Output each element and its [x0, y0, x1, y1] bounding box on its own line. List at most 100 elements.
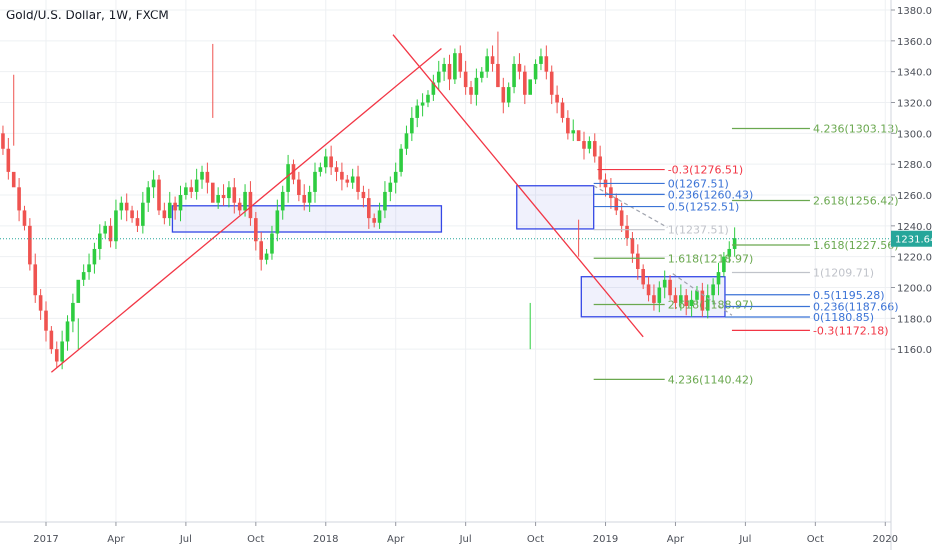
candle-body — [334, 167, 339, 172]
candle-body — [646, 284, 651, 296]
price-tag-label: 1231.64 — [895, 235, 932, 246]
candle-body — [146, 187, 151, 203]
y-tick-label: 1360.00 — [897, 37, 932, 48]
candle-body — [28, 225, 32, 265]
candles — [1, 31, 737, 370]
fib-label: 4.236(1303.13) — [813, 123, 899, 136]
candle-body — [221, 195, 226, 199]
candle-body — [340, 171, 344, 180]
grid — [0, 0, 891, 522]
candle-body — [716, 272, 721, 285]
candle-body — [173, 202, 177, 211]
y-tick-label: 1280.00 — [897, 160, 932, 171]
candle-body — [81, 272, 86, 280]
candle-body — [501, 87, 506, 103]
candle-body — [598, 156, 602, 180]
zone-upper — [516, 185, 595, 230]
x-tick-label: Jul — [179, 534, 192, 545]
y-tick-label: 1320.00 — [897, 99, 932, 110]
candle-body — [286, 164, 290, 192]
candle-body — [227, 187, 231, 199]
x-tick-label: Oct — [807, 534, 824, 545]
candle-body — [270, 233, 274, 254]
x-tick-label: Jul — [738, 534, 751, 545]
candle-body — [248, 191, 253, 219]
candle-body — [587, 141, 592, 149]
candle-body — [361, 191, 366, 199]
y-tick-label: 1260.00 — [897, 191, 932, 202]
candle-body — [33, 264, 38, 296]
candle-body — [323, 156, 328, 168]
y-tick-label: 1300.00 — [897, 129, 932, 140]
candle-body — [44, 310, 48, 331]
candle-body — [259, 241, 263, 260]
y-tick-label: 1340.00 — [897, 68, 932, 79]
candle-body — [329, 156, 333, 168]
candle-body — [178, 195, 183, 211]
candle-body — [184, 187, 188, 196]
candle-body — [512, 63, 516, 88]
candle-body — [630, 238, 635, 254]
candle-body — [679, 295, 683, 303]
candle-body — [544, 56, 549, 72]
fib-label: 1(1237.51) — [668, 224, 729, 237]
candle-body — [474, 77, 479, 95]
x-tick-label: Oct — [527, 534, 544, 545]
candle-body — [11, 171, 16, 188]
candle-body — [490, 56, 495, 64]
candle-body — [722, 256, 726, 273]
candle-body — [652, 295, 656, 303]
candle-body — [87, 264, 91, 273]
candle-body — [157, 179, 161, 211]
candle-body — [22, 210, 27, 226]
candle-body — [6, 148, 11, 172]
candle-body — [496, 63, 500, 88]
candle-body — [700, 290, 705, 311]
candle-body — [404, 133, 409, 149]
x-tick-label: Apr — [107, 534, 125, 545]
candle-body — [533, 63, 538, 80]
candle-body — [307, 191, 312, 203]
candle-body — [71, 302, 75, 322]
resistance-trendline — [392, 34, 644, 338]
candle-body — [388, 182, 393, 192]
candle-body — [625, 225, 629, 239]
candle-body — [447, 63, 452, 80]
candle-body — [345, 179, 350, 183]
candle-body — [695, 290, 699, 300]
candle-body — [318, 167, 323, 172]
candle-body — [200, 171, 204, 180]
candle-body — [383, 191, 387, 211]
y-tick-label: 1200.00 — [897, 284, 932, 295]
candle-body — [528, 79, 532, 95]
candle-body — [523, 71, 527, 95]
dashed-projection-lower — [672, 273, 733, 316]
candle-body — [657, 287, 662, 303]
candle-body — [103, 225, 107, 234]
candle-body — [420, 102, 425, 106]
candle-body — [194, 179, 199, 192]
x-tick-label: 2020 — [873, 534, 898, 545]
fib-label: 1(1209.71) — [813, 267, 874, 280]
x-tick-label: 2018 — [313, 534, 338, 545]
fib-label: 0.5(1195.28) — [813, 289, 885, 302]
candle-body — [662, 279, 667, 288]
candle-body — [592, 141, 597, 157]
candle-body — [619, 210, 624, 226]
fib-label: 0.5(1252.51) — [668, 201, 740, 214]
candle-body — [313, 171, 317, 192]
candle-body — [479, 71, 484, 78]
fib-label: -0.3(1276.51) — [668, 164, 744, 177]
candle-body — [442, 63, 446, 72]
candle-body — [469, 87, 473, 95]
candle-body — [711, 284, 715, 296]
candle-body — [410, 117, 414, 134]
candle-body — [130, 210, 134, 219]
zones — [171, 185, 726, 318]
candle-body — [458, 53, 463, 72]
fib-levels: -0.3(1276.51)0(1267.51)0.236(1260.43)0.5… — [593, 123, 899, 386]
candle-body — [141, 202, 145, 226]
candle-body — [399, 148, 403, 172]
candle-body — [162, 210, 167, 219]
